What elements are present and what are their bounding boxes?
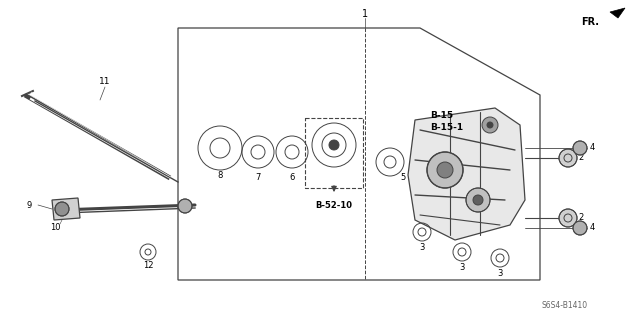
Circle shape	[329, 140, 339, 150]
Text: 9: 9	[27, 201, 32, 210]
Circle shape	[559, 149, 577, 167]
Circle shape	[466, 188, 490, 212]
Bar	[305, 118, 363, 188]
Text: 4: 4	[590, 224, 595, 233]
Polygon shape	[408, 108, 525, 240]
Text: 11: 11	[99, 78, 111, 86]
Circle shape	[437, 162, 453, 178]
Circle shape	[427, 152, 463, 188]
Text: 3: 3	[497, 269, 502, 278]
Circle shape	[487, 122, 493, 128]
Text: 4: 4	[590, 144, 595, 152]
Circle shape	[178, 199, 192, 213]
Text: 6: 6	[289, 174, 294, 182]
Circle shape	[482, 117, 498, 133]
Circle shape	[559, 209, 577, 227]
Text: 7: 7	[255, 174, 260, 182]
Text: 12: 12	[143, 261, 153, 270]
Text: 10: 10	[50, 224, 60, 233]
Text: B-15: B-15	[430, 110, 453, 120]
Text: 2: 2	[578, 213, 583, 222]
Text: 3: 3	[419, 242, 425, 251]
Polygon shape	[610, 8, 625, 18]
Circle shape	[55, 202, 69, 216]
Circle shape	[573, 141, 587, 155]
Circle shape	[573, 221, 587, 235]
Text: 8: 8	[218, 170, 223, 180]
Text: 5: 5	[400, 174, 405, 182]
Text: B-52-10: B-52-10	[316, 201, 353, 210]
Text: B-15-1: B-15-1	[430, 122, 463, 131]
Circle shape	[473, 195, 483, 205]
Text: FR.: FR.	[581, 17, 599, 27]
Polygon shape	[52, 198, 80, 220]
Text: 2: 2	[578, 153, 583, 162]
Text: 3: 3	[460, 263, 465, 271]
Text: S6S4-B1410: S6S4-B1410	[542, 300, 588, 309]
Text: 1: 1	[362, 9, 368, 19]
